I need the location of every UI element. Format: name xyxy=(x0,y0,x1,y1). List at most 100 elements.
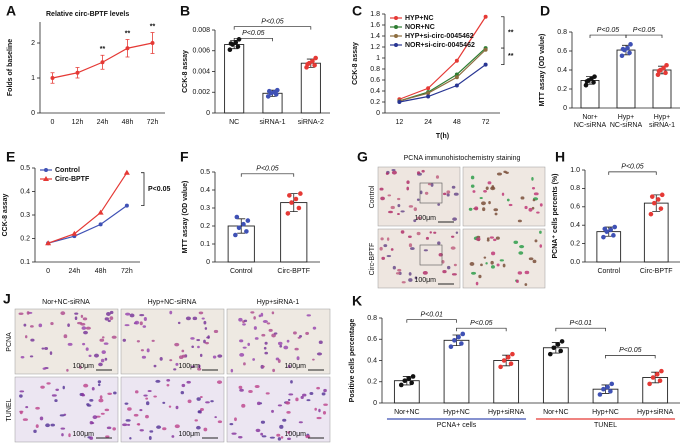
x-tick-label: Control xyxy=(230,268,253,275)
micrograph xyxy=(226,376,331,443)
data-point xyxy=(659,368,664,374)
cell xyxy=(50,423,56,427)
cell xyxy=(104,408,110,412)
data-point xyxy=(402,378,408,383)
cell xyxy=(205,401,210,404)
y-tick-label: 1.2 xyxy=(370,44,380,51)
cell xyxy=(197,410,201,414)
bar xyxy=(652,69,672,109)
point xyxy=(483,14,488,19)
x-tick-label: Circ-BPTF xyxy=(640,268,673,275)
cell xyxy=(194,419,198,422)
cell xyxy=(162,427,167,431)
y-axis-label: PCNA⁺ cells percents (%) xyxy=(552,174,559,259)
cell xyxy=(106,312,111,316)
cell xyxy=(318,340,323,344)
legend-label: HYP+NC xyxy=(405,15,434,22)
legend-label: Circ-BPTF xyxy=(55,176,90,183)
cell xyxy=(437,203,441,206)
cell xyxy=(125,419,131,422)
cell xyxy=(413,219,417,223)
data-point xyxy=(266,88,272,94)
y-tick-label: 0.8 xyxy=(367,315,377,322)
cell xyxy=(74,312,79,315)
annotation: P<0.05 xyxy=(619,347,641,354)
cell xyxy=(35,424,39,429)
panel-letter: K xyxy=(352,293,362,309)
y-tick-label: 0.2 xyxy=(367,379,377,386)
cell xyxy=(142,325,147,328)
cell xyxy=(140,349,144,352)
annotation: P<0.05 xyxy=(633,27,655,34)
data-point xyxy=(227,47,233,53)
cell xyxy=(145,401,150,406)
cell xyxy=(81,392,85,397)
legend-label: HYP+si-circ-0045462 xyxy=(405,33,474,40)
y-tick-label: 0.4 xyxy=(570,222,580,229)
x-tick-label: NC-siRNA xyxy=(610,122,643,129)
y-tick-label: 0 xyxy=(31,110,35,117)
cell xyxy=(312,358,315,361)
cell xyxy=(407,235,412,239)
cell xyxy=(496,263,500,267)
cell xyxy=(410,247,415,251)
cell xyxy=(169,359,173,362)
x-tick-label: NC xyxy=(229,119,239,126)
cell xyxy=(513,240,519,245)
micrograph xyxy=(14,376,119,443)
cell xyxy=(122,338,127,342)
annotation: P<0.01 xyxy=(420,312,442,319)
cell xyxy=(44,347,49,351)
cell xyxy=(413,207,417,212)
data-point xyxy=(313,55,318,61)
cell xyxy=(107,392,112,395)
point xyxy=(98,222,103,227)
cell xyxy=(470,184,475,188)
cell xyxy=(264,351,269,355)
cell xyxy=(416,216,422,220)
cell xyxy=(104,317,110,321)
cell xyxy=(517,219,522,223)
cell xyxy=(136,340,140,343)
cell xyxy=(175,362,179,366)
cell xyxy=(423,249,428,252)
cell xyxy=(482,207,486,212)
cell xyxy=(379,187,384,191)
bracket xyxy=(608,171,657,175)
cell xyxy=(453,192,459,196)
column-label: Nor+NC-siRNA xyxy=(42,299,90,306)
cell xyxy=(416,198,420,201)
cell xyxy=(186,380,191,384)
annotation: ** xyxy=(100,46,106,53)
cell xyxy=(505,171,509,174)
y-axis-label: CCK-8 assay xyxy=(352,42,359,85)
cell xyxy=(519,244,525,249)
cell xyxy=(171,435,175,438)
legend-label: Control xyxy=(55,167,80,174)
cell xyxy=(524,205,528,210)
cell xyxy=(380,196,385,201)
cell xyxy=(54,399,58,403)
cell xyxy=(141,355,147,359)
point xyxy=(71,230,78,236)
cell xyxy=(105,435,110,438)
cell xyxy=(192,316,198,321)
cell xyxy=(493,208,499,212)
cell xyxy=(271,409,274,413)
column-label: Hyp+siRNA-1 xyxy=(257,299,300,306)
data-point xyxy=(312,62,317,68)
x-tick-label: Hyp+NC xyxy=(592,409,619,416)
panel-letter: G xyxy=(357,149,368,165)
group-label: TUNEL xyxy=(594,422,617,429)
cell xyxy=(261,435,267,438)
cell xyxy=(279,424,284,429)
cell xyxy=(283,345,289,350)
cell xyxy=(88,354,92,357)
cell xyxy=(506,198,510,202)
data-point xyxy=(236,37,242,42)
annotation: P<0.05 xyxy=(597,27,619,34)
cell xyxy=(129,437,132,440)
legend-label: NOR+NC xyxy=(405,24,435,31)
cell xyxy=(494,212,498,216)
cell xyxy=(472,190,476,193)
